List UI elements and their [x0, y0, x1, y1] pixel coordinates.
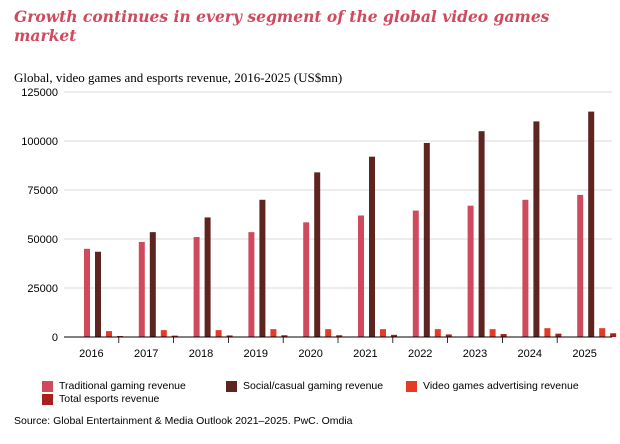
x-tick-label: 2018: [189, 348, 213, 360]
legend-swatch: [406, 380, 417, 392]
bar: [215, 330, 222, 337]
chart-title: Growth continues in every segment of the…: [14, 7, 550, 45]
x-tick-label: 2024: [518, 348, 542, 360]
y-tick-label: 25000: [27, 283, 58, 295]
x-tick-label: 2025: [572, 348, 596, 360]
bar: [412, 210, 419, 337]
bar: [478, 131, 485, 337]
y-tick-label: 50000: [27, 234, 58, 246]
legend-swatch: [226, 380, 237, 392]
legend-label: Traditional gaming revenue: [59, 380, 186, 392]
bar: [171, 335, 178, 337]
x-tick-label: 2020: [298, 348, 322, 360]
legend-label: Video games advertising revenue: [423, 380, 579, 392]
bar: [445, 334, 452, 337]
bar: [577, 194, 584, 337]
y-axis: 0 25000 50000 75000 100000 125000: [21, 87, 58, 344]
y-tick-label: 100000: [21, 136, 58, 148]
bar: [95, 251, 101, 337]
bar: [281, 335, 288, 337]
bar: [248, 232, 255, 337]
y-tick-label: 0: [52, 332, 58, 344]
bar: [226, 335, 233, 337]
x-tick-label: 2023: [463, 348, 487, 360]
x-tick-label: 2022: [408, 348, 432, 360]
x-axis: 2016 2017 2018 2019 2020 2021 2022 2023 2024 2025: [64, 336, 612, 360]
bar: [588, 111, 595, 337]
bar: [544, 328, 551, 337]
bar: [391, 334, 397, 337]
bar: [358, 215, 364, 337]
bar: [314, 172, 321, 337]
legend-item-advertising: Video games advertising revenue: [406, 380, 579, 392]
x-tick-label: 2021: [353, 348, 377, 360]
bar: [149, 232, 156, 337]
bar: [489, 329, 496, 337]
legend-label: Social/casual gaming revenue: [243, 380, 384, 392]
bars: [84, 111, 617, 338]
bar: [599, 328, 606, 337]
bar: [160, 330, 167, 337]
x-tick-label: 2017: [134, 348, 158, 360]
bar: [423, 142, 430, 337]
bar: [84, 248, 90, 337]
x-tick-label: 2019: [244, 348, 268, 360]
bar: [336, 335, 343, 337]
legend-label: Total esports revenue: [59, 393, 160, 405]
bar: [533, 121, 540, 338]
bar: [369, 156, 375, 337]
chart-subtitle: Global, video games and esports revenue,…: [14, 70, 343, 85]
y-tick-label: 75000: [27, 185, 58, 197]
source-note: Source: Global Entertainment & Media Out…: [14, 415, 353, 427]
legend-item-traditional: Traditional gaming revenue: [42, 380, 186, 392]
legend-item-social-casual: Social/casual gaming revenue: [226, 380, 383, 392]
bar: [303, 222, 310, 337]
legend-swatch: [42, 393, 53, 405]
bar: [380, 329, 386, 337]
legend-swatch: [42, 380, 53, 392]
bar: [193, 237, 200, 337]
bar: [467, 205, 474, 337]
bar: [138, 241, 145, 337]
bar: [522, 199, 529, 337]
bar: [500, 334, 507, 337]
bar: [270, 329, 277, 337]
x-tick-label: 2016: [79, 348, 103, 360]
bar: [610, 333, 617, 337]
bar: [555, 333, 562, 337]
bar: [325, 329, 332, 337]
legend-item-esports: Total esports revenue: [42, 393, 159, 405]
bar: [204, 217, 211, 337]
bar: [434, 329, 441, 337]
y-tick-label: 125000: [21, 87, 58, 99]
grid-lines: [64, 91, 612, 289]
bar: [259, 199, 266, 337]
bar: [106, 331, 112, 337]
